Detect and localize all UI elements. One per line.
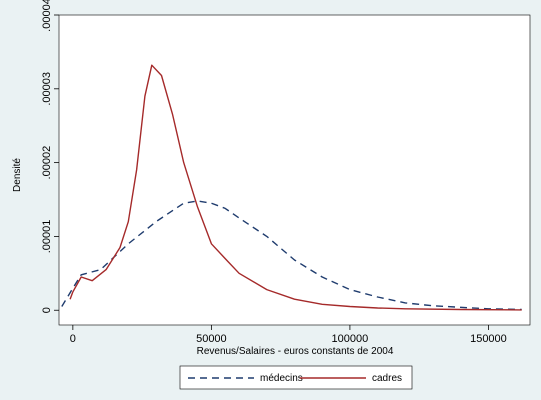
y-tick-label: .00004 [41, 0, 53, 32]
y-tick-label: .00002 [41, 146, 53, 180]
x-tick-label: 100000 [332, 333, 369, 345]
legend: médecins cadres [179, 365, 413, 390]
x-axis-title: Revenus/Salaires - euros constants de 20… [197, 346, 394, 357]
x-axis: 0 50000 100000 150000 [70, 325, 507, 345]
legend-box [179, 365, 413, 390]
y-tick-label: .00003 [41, 72, 53, 106]
series-layer [61, 64, 522, 311]
y-tick-label: .00001 [41, 220, 53, 254]
legend-label-medecins: médecins [260, 373, 303, 384]
series-line-cadres [69, 64, 522, 311]
y-tick-label: 0 [41, 307, 53, 313]
x-tick-label: 150000 [470, 333, 507, 345]
y-axis: 0 .00001 .00002 .00003 .00004 [41, 0, 59, 313]
x-tick-label: 0 [70, 333, 76, 345]
x-tick-label: 50000 [196, 333, 227, 345]
y-axis-title: Densité [12, 158, 23, 192]
plot-area [58, 14, 531, 326]
legend-label-cadres: cadres [372, 373, 402, 384]
